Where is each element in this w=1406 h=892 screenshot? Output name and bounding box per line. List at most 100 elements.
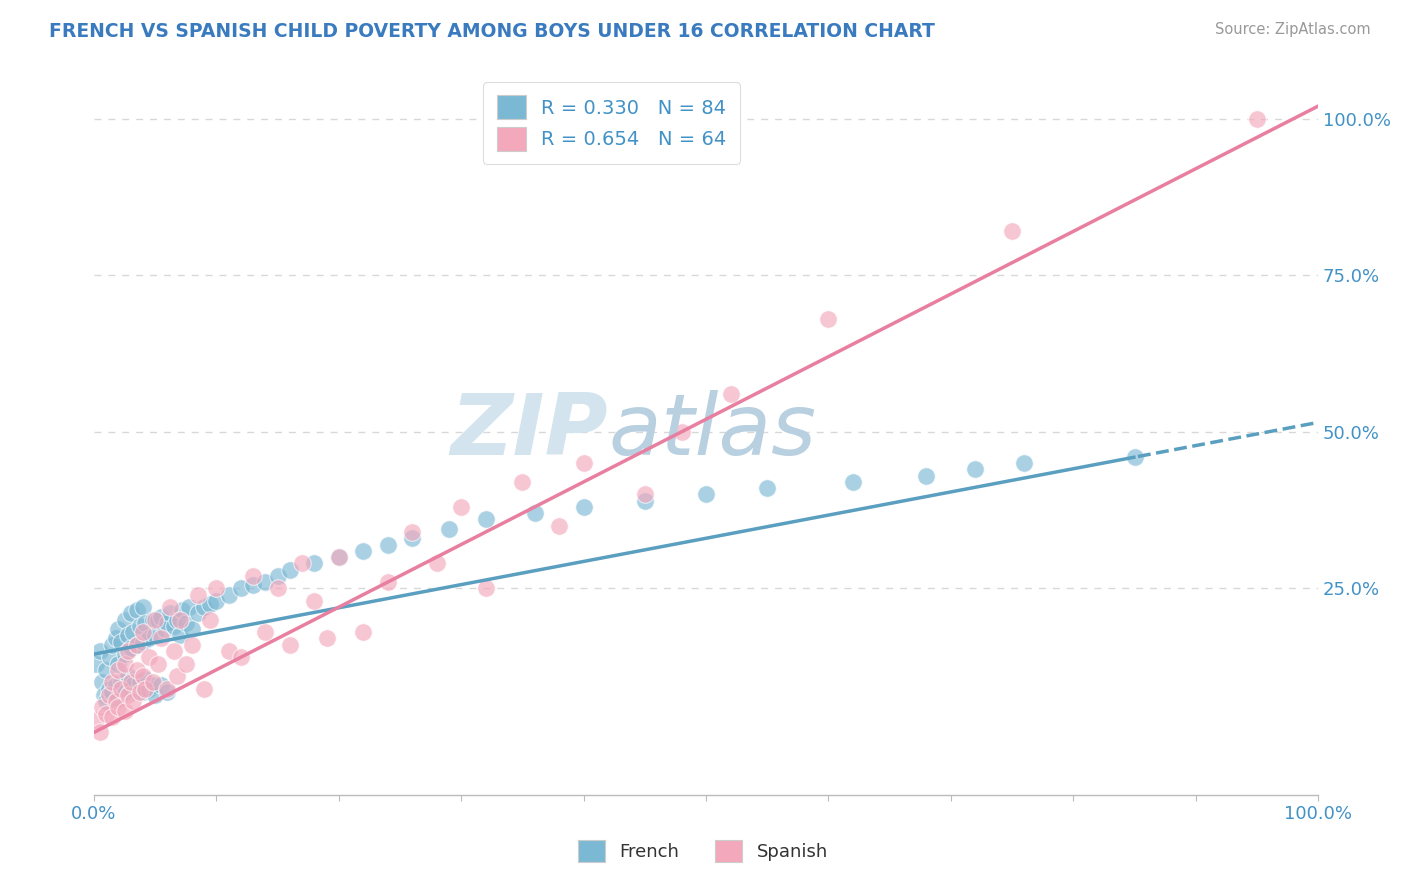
Point bbox=[120, 607, 142, 621]
Point bbox=[104, 678, 127, 692]
Point bbox=[120, 675, 142, 690]
Point bbox=[180, 622, 202, 636]
Point bbox=[179, 600, 201, 615]
Point bbox=[132, 625, 155, 640]
Point bbox=[159, 600, 181, 615]
Point bbox=[150, 632, 173, 646]
Text: FRENCH VS SPANISH CHILD POVERTY AMONG BOYS UNDER 16 CORRELATION CHART: FRENCH VS SPANISH CHILD POVERTY AMONG BO… bbox=[49, 22, 935, 41]
Point bbox=[101, 638, 124, 652]
Point bbox=[200, 597, 222, 611]
Text: Source: ZipAtlas.com: Source: ZipAtlas.com bbox=[1215, 22, 1371, 37]
Point bbox=[114, 657, 136, 671]
Point bbox=[89, 644, 111, 658]
Point bbox=[174, 657, 197, 671]
Point bbox=[474, 582, 496, 596]
Point bbox=[634, 493, 657, 508]
Point bbox=[200, 613, 222, 627]
Point bbox=[162, 644, 184, 658]
Point bbox=[156, 615, 179, 630]
Point bbox=[572, 500, 595, 514]
Point bbox=[125, 638, 148, 652]
Point bbox=[254, 625, 277, 640]
Point bbox=[266, 569, 288, 583]
Point bbox=[117, 688, 139, 702]
Text: ZIP: ZIP bbox=[450, 391, 609, 474]
Point bbox=[138, 632, 160, 646]
Point bbox=[304, 594, 326, 608]
Point bbox=[1001, 224, 1024, 238]
Point bbox=[96, 706, 118, 721]
Point bbox=[720, 387, 742, 401]
Point bbox=[512, 475, 534, 489]
Point bbox=[315, 632, 337, 646]
Point bbox=[377, 537, 399, 551]
Point bbox=[129, 675, 152, 690]
Point bbox=[142, 678, 165, 692]
Point bbox=[110, 675, 132, 690]
Point bbox=[377, 575, 399, 590]
Point bbox=[125, 603, 148, 617]
Point bbox=[523, 506, 546, 520]
Point bbox=[117, 669, 139, 683]
Point bbox=[328, 550, 350, 565]
Point bbox=[304, 557, 326, 571]
Point bbox=[97, 681, 120, 696]
Point bbox=[242, 569, 264, 583]
Point bbox=[107, 700, 129, 714]
Point bbox=[1014, 456, 1036, 470]
Point bbox=[104, 694, 127, 708]
Point bbox=[132, 600, 155, 615]
Point bbox=[159, 607, 181, 621]
Point bbox=[142, 613, 165, 627]
Point bbox=[107, 657, 129, 671]
Point bbox=[291, 557, 314, 571]
Point bbox=[1123, 450, 1146, 464]
Point bbox=[107, 690, 129, 705]
Point bbox=[86, 657, 108, 671]
Point bbox=[548, 518, 571, 533]
Point bbox=[229, 582, 252, 596]
Point bbox=[117, 628, 139, 642]
Point bbox=[401, 531, 423, 545]
Legend: French, Spanish: French, Spanish bbox=[571, 833, 835, 870]
Point bbox=[437, 522, 460, 536]
Point bbox=[166, 669, 188, 683]
Point bbox=[98, 650, 121, 665]
Point bbox=[156, 681, 179, 696]
Point bbox=[842, 475, 865, 489]
Point bbox=[156, 684, 179, 698]
Legend: R = 0.330   N = 84, R = 0.654   N = 64: R = 0.330 N = 84, R = 0.654 N = 64 bbox=[484, 82, 741, 164]
Point bbox=[89, 725, 111, 739]
Point bbox=[146, 613, 169, 627]
Point bbox=[166, 613, 188, 627]
Point bbox=[134, 681, 156, 696]
Point bbox=[132, 669, 155, 683]
Point bbox=[134, 615, 156, 630]
Point bbox=[117, 644, 139, 658]
Point bbox=[915, 468, 938, 483]
Point bbox=[450, 500, 472, 514]
Point bbox=[93, 688, 115, 702]
Point bbox=[205, 582, 228, 596]
Point bbox=[120, 640, 142, 655]
Point bbox=[170, 603, 193, 617]
Point bbox=[86, 713, 108, 727]
Point bbox=[169, 613, 191, 627]
Point bbox=[572, 456, 595, 470]
Point bbox=[138, 681, 160, 696]
Point bbox=[96, 694, 118, 708]
Point bbox=[1246, 112, 1268, 126]
Point bbox=[125, 684, 148, 698]
Point bbox=[110, 681, 132, 696]
Text: atlas: atlas bbox=[609, 391, 815, 474]
Point bbox=[132, 634, 155, 648]
Point bbox=[328, 550, 350, 565]
Point bbox=[132, 684, 155, 698]
Point bbox=[91, 700, 114, 714]
Point bbox=[122, 625, 145, 640]
Point bbox=[143, 613, 166, 627]
Point bbox=[695, 487, 717, 501]
Point bbox=[205, 594, 228, 608]
Point bbox=[817, 312, 839, 326]
Point bbox=[129, 619, 152, 633]
